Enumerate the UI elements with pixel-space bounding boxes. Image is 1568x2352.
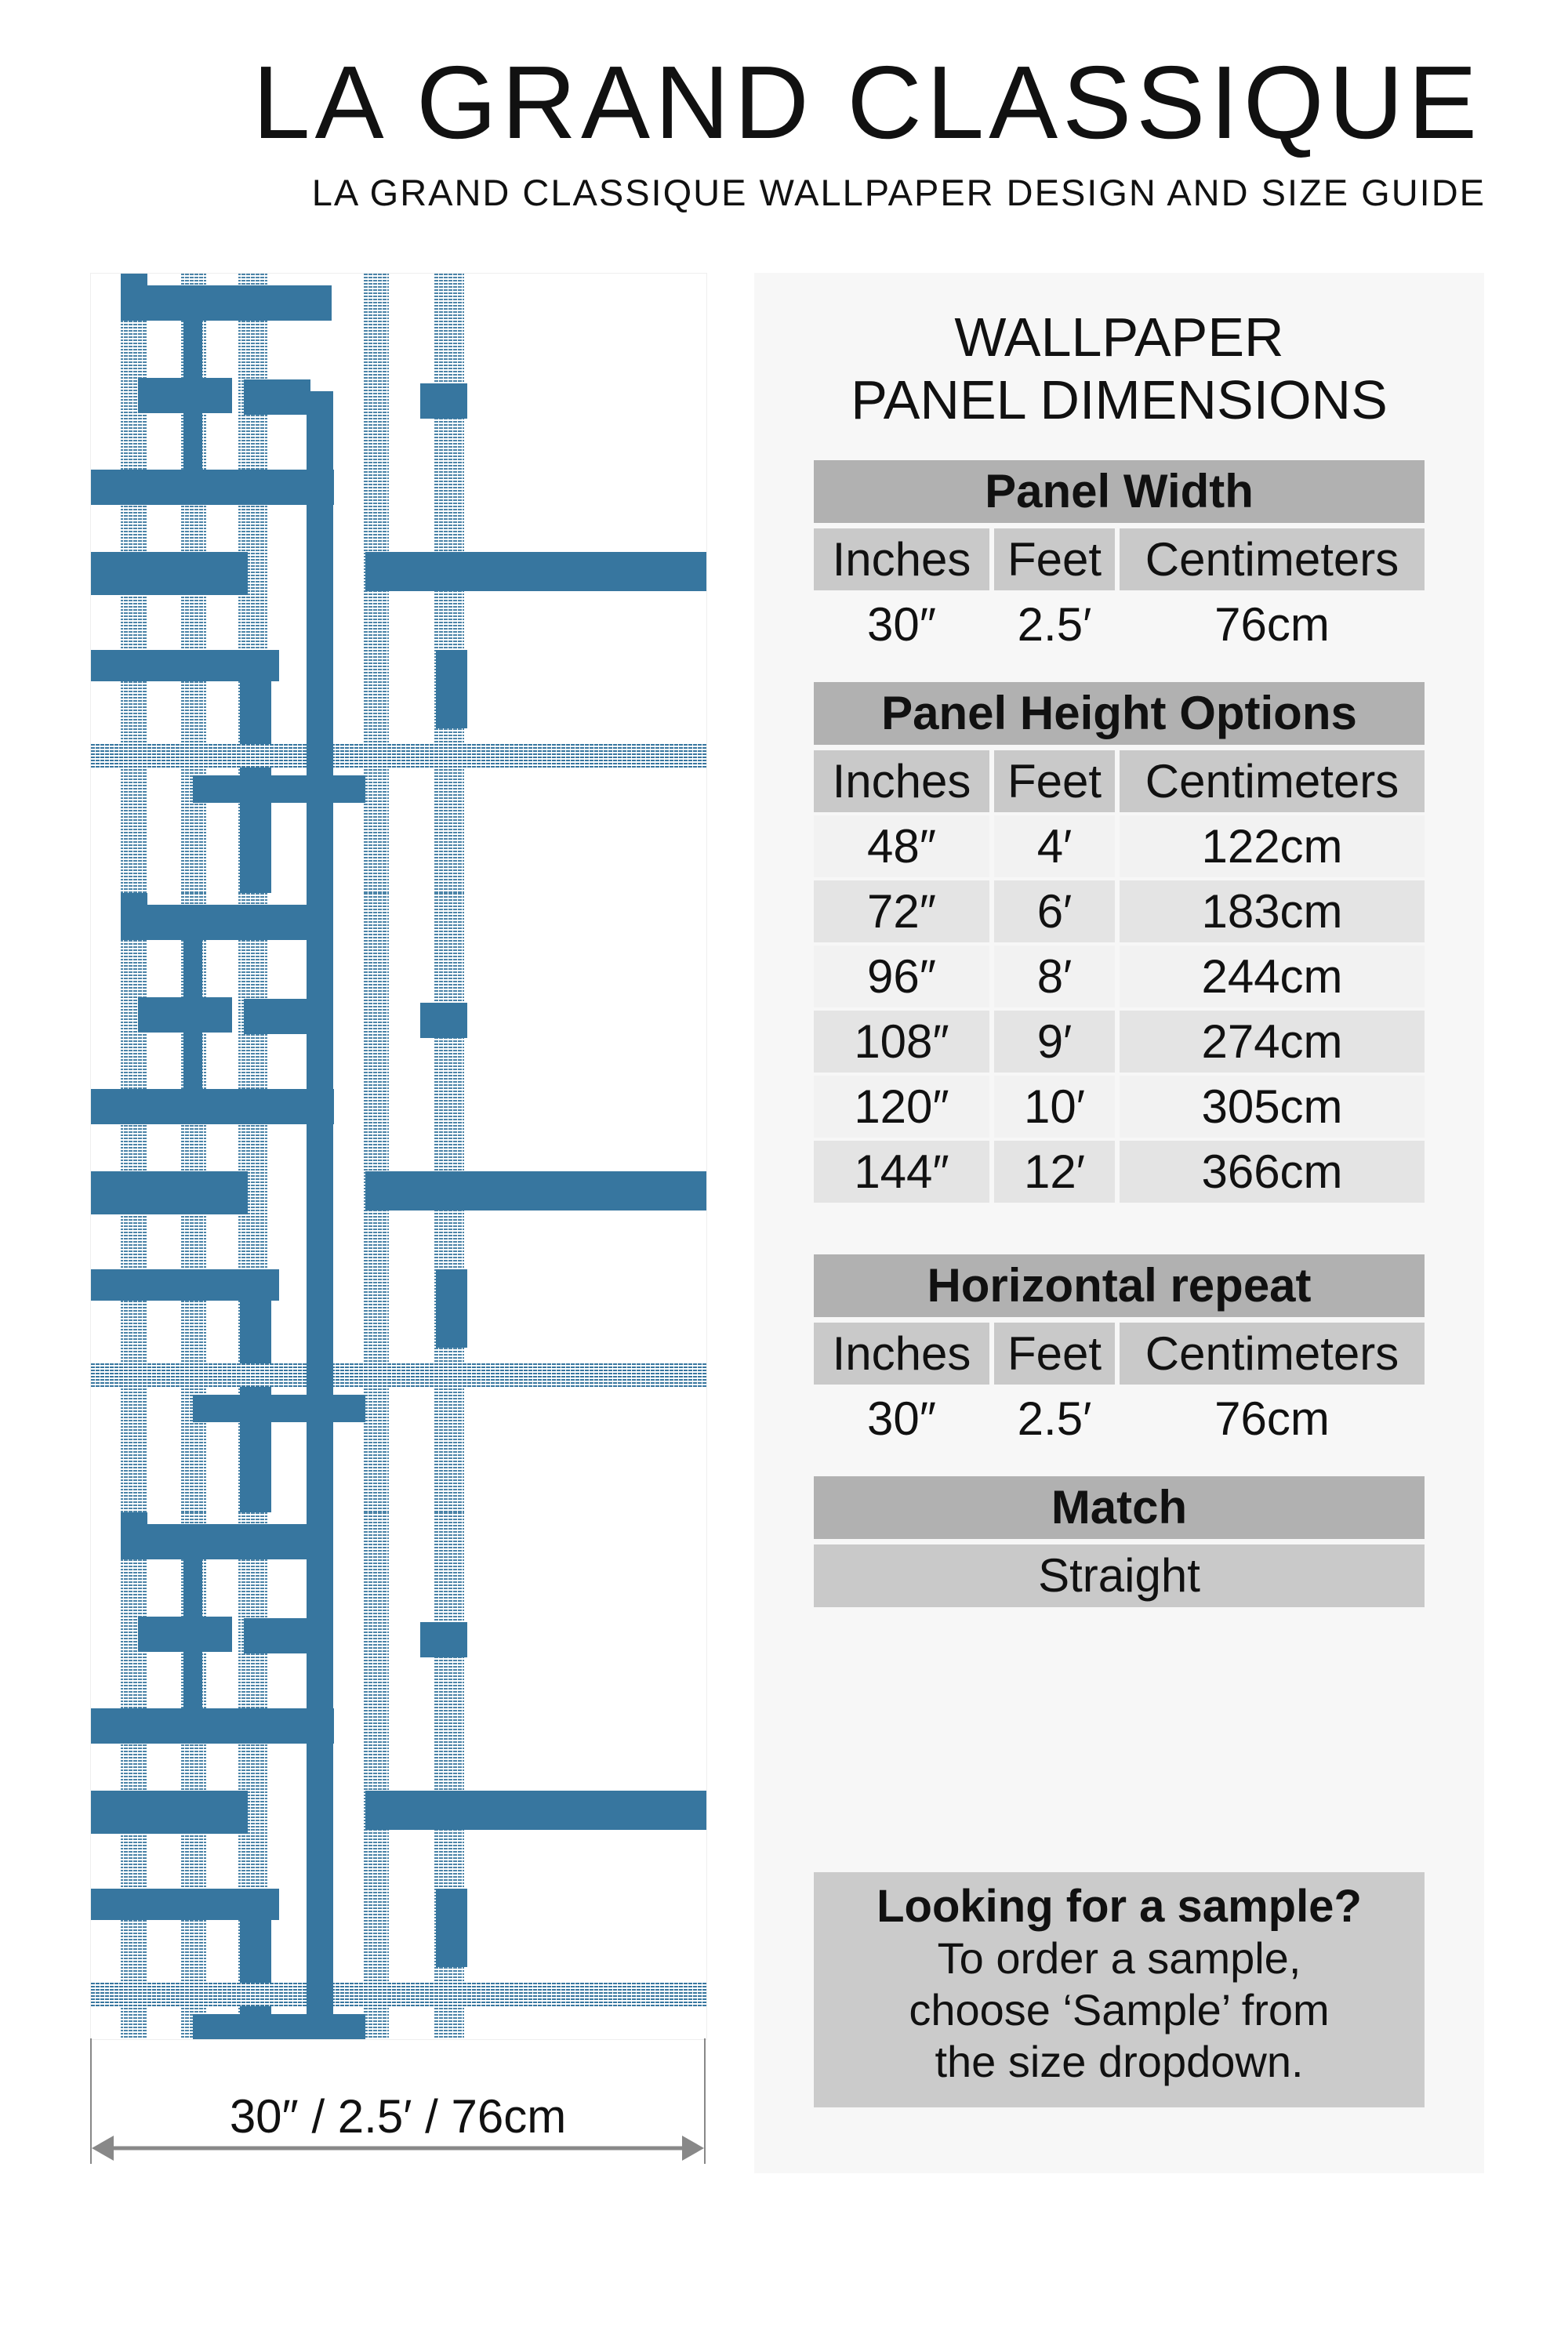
specs-panel: WALLPAPER PANEL DIMENSIONS Panel Width I…	[754, 273, 1484, 2173]
cell-inches: 72″	[814, 880, 989, 942]
cell-inches: 30″	[867, 1392, 936, 1445]
cell-feet: 2.5′	[1017, 1392, 1092, 1445]
table-row: 108″ 9′ 274cm	[814, 1011, 1425, 1073]
col-centimeters: Centimeters	[1120, 750, 1425, 812]
col-centimeters: Centimeters	[1120, 528, 1425, 590]
cell-feet: 4′	[994, 815, 1115, 877]
col-feet: Feet	[994, 528, 1115, 590]
sample-title: Looking for a sample?	[877, 1881, 1362, 1932]
sample-text-line3: the size dropdown.	[935, 2037, 1304, 2086]
specs-title-line1: WALLPAPER	[954, 307, 1284, 368]
panel-width-header: Panel Width	[814, 460, 1425, 523]
table-row: 30″ 2.5′ 76cm	[814, 1388, 1425, 1450]
match-header: Match	[814, 1476, 1425, 1539]
cell-cm: 76cm	[1214, 598, 1330, 651]
table-row: 72″ 6′ 183cm	[814, 880, 1425, 942]
sample-text-line1: To order a sample,	[937, 1933, 1301, 1983]
panel-width-table: Panel Width Inches Feet Centimeters 30″ …	[814, 460, 1425, 659]
horizontal-repeat-header: Horizontal repeat	[814, 1254, 1425, 1317]
cell-cm: 274cm	[1120, 1011, 1425, 1073]
dimension-right-line	[704, 2038, 706, 2164]
double-arrow-icon	[92, 2136, 704, 2161]
col-inches: Inches	[814, 528, 989, 590]
column-header-row: Inches Feet Centimeters	[814, 1323, 1425, 1385]
table-row: 120″ 10′ 305cm	[814, 1076, 1425, 1138]
panel-height-header: Panel Height Options	[814, 682, 1425, 745]
cell-inches: 30″	[867, 598, 936, 651]
col-inches: Inches	[814, 750, 989, 812]
cell-inches: 144″	[814, 1141, 989, 1203]
column-header-row: Inches Feet Centimeters	[814, 750, 1425, 812]
match-table: Match Straight	[814, 1476, 1425, 1607]
cell-inches: 108″	[814, 1011, 989, 1073]
cell-inches: 120″	[814, 1076, 989, 1138]
cell-feet: 10′	[994, 1076, 1115, 1138]
table-row: 48″ 4′ 122cm	[814, 815, 1425, 877]
cell-inches: 96″	[814, 946, 989, 1007]
cell-feet: 12′	[994, 1141, 1115, 1203]
specs-title: WALLPAPER PANEL DIMENSIONS	[754, 306, 1484, 431]
cell-cm: 244cm	[1120, 946, 1425, 1007]
sample-text-line2: choose ‘Sample’ from	[909, 1985, 1330, 2034]
table-row: 144″ 12′ 366cm	[814, 1141, 1425, 1203]
wallpaper-pattern-preview	[90, 273, 707, 2040]
cell-feet: 8′	[994, 946, 1115, 1007]
brand-title: LA GRAND CLASSIQUE	[252, 45, 1482, 160]
match-value: Straight	[814, 1544, 1425, 1607]
plaid-pattern-image	[91, 274, 706, 2039]
cell-cm: 183cm	[1120, 880, 1425, 942]
table-row: 30″ 2.5′ 76cm	[814, 593, 1425, 655]
horizontal-repeat-table: Horizontal repeat Inches Feet Centimeter…	[814, 1254, 1425, 1453]
sample-info-box: Looking for a sample? To order a sample,…	[814, 1872, 1425, 2107]
cell-cm: 76cm	[1214, 1392, 1330, 1445]
cell-cm: 305cm	[1120, 1076, 1425, 1138]
panel-width-dimension: 30″ / 2.5′ / 76cm	[90, 2038, 706, 2168]
specs-title-line2: PANEL DIMENSIONS	[851, 369, 1388, 430]
dimension-left-line	[90, 2038, 92, 2164]
page-subtitle: LA GRAND CLASSIQUE WALLPAPER DESIGN AND …	[311, 172, 1486, 213]
cell-cm: 122cm	[1120, 815, 1425, 877]
cell-cm: 366cm	[1120, 1141, 1425, 1203]
cell-feet: 9′	[994, 1011, 1115, 1073]
cell-inches: 48″	[814, 815, 989, 877]
column-header-row: Inches Feet Centimeters	[814, 528, 1425, 590]
panel-height-table: Panel Height Options Inches Feet Centime…	[814, 682, 1425, 1206]
col-feet: Feet	[994, 1323, 1115, 1385]
table-row: 96″ 8′ 244cm	[814, 946, 1425, 1007]
cell-feet: 6′	[994, 880, 1115, 942]
col-feet: Feet	[994, 750, 1115, 812]
cell-feet: 2.5′	[1017, 598, 1092, 651]
dimension-label: 30″ / 2.5′ / 76cm	[229, 2090, 567, 2143]
col-centimeters: Centimeters	[1120, 1323, 1425, 1385]
col-inches: Inches	[814, 1323, 989, 1385]
